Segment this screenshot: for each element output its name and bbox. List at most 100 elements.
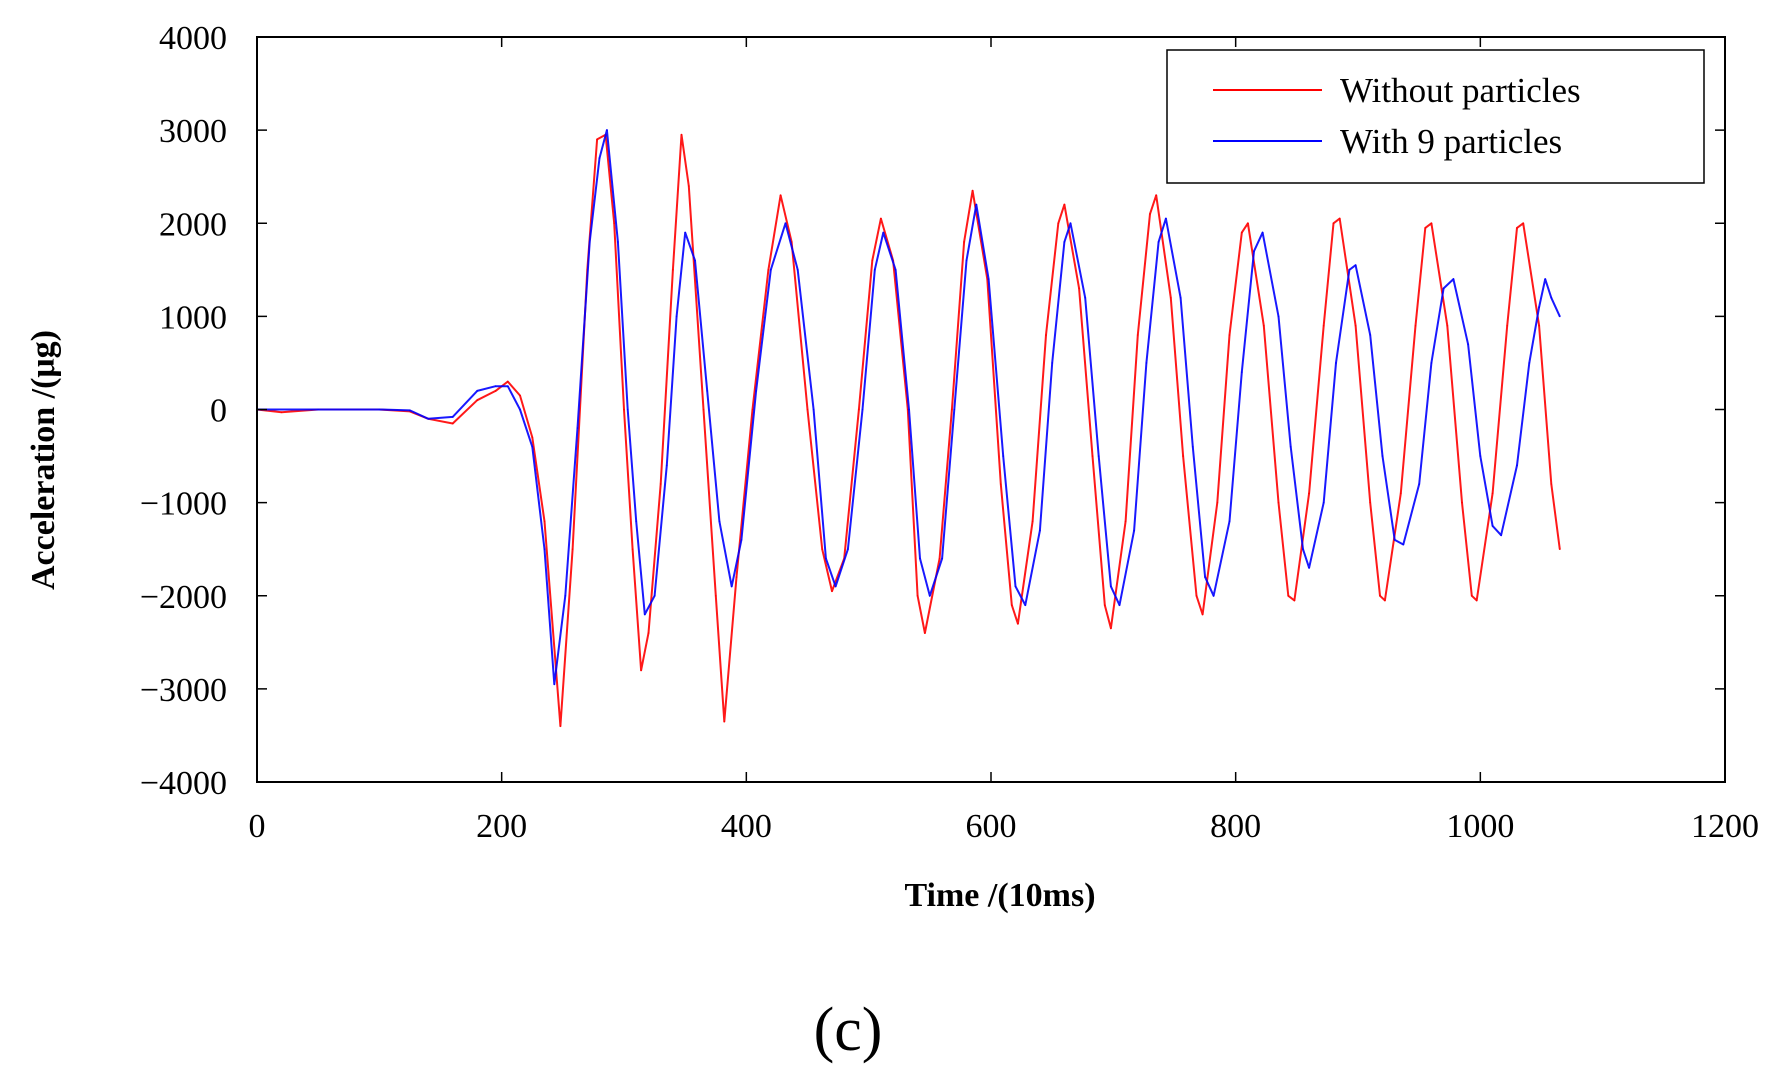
data-point [1057,222,1060,225]
data-point [1287,595,1290,597]
data-point [1491,492,1494,495]
data-point [963,241,965,243]
data-point [1522,222,1524,225]
x-tick-label: 800 [1210,808,1261,845]
data-point [715,595,717,597]
data-point [1379,595,1381,597]
data-point [1124,520,1127,523]
data-point [1516,227,1518,229]
data-point [519,394,521,397]
series-line [257,129,1561,686]
data-point [672,269,674,271]
data-point [543,548,546,550]
data-point [770,269,772,271]
data-point [588,241,591,243]
data-point [1442,287,1445,290]
data-point [1091,455,1094,457]
x-tick-label: 200 [476,808,527,845]
data-point [1479,455,1482,457]
data-point [1145,362,1148,364]
data-point [1261,231,1264,234]
data-point [1446,324,1449,327]
data-point [1017,622,1019,625]
data-point [596,138,598,141]
data-point [1418,483,1420,485]
data-point [735,576,738,578]
data-point [564,595,567,597]
y-axis-title: Acceleration /(μg) [25,330,62,590]
data-point [1538,306,1540,308]
data-point [684,231,686,234]
data-point [718,520,721,523]
data-point [916,595,919,597]
data-point [1467,343,1469,346]
data-point [680,134,683,136]
data-point [666,464,668,467]
data-point [1179,297,1182,299]
series-line [256,133,1561,728]
data-point [871,259,874,262]
data-point [598,157,601,159]
data-point [941,557,943,560]
panel-label: (c) [814,996,883,1064]
data-point [559,725,562,727]
data-point [1002,455,1004,457]
data-point [1195,595,1198,597]
data-point [1241,231,1243,234]
data-point [1369,501,1371,504]
data-point [1031,520,1034,523]
data-point [531,446,534,448]
data-point [880,217,882,220]
data-point [812,408,815,411]
data-point [1014,585,1017,588]
y-tick-label: 0 [210,393,227,430]
y-tick-label: −1000 [140,486,227,523]
data-point [987,278,990,280]
data-point [635,520,637,523]
data-point [1277,501,1280,504]
y-tick-label: 4000 [159,20,227,57]
data-point [861,408,864,411]
x-tick-label: 1200 [1691,808,1759,845]
data-point [613,222,615,225]
data-point [1506,324,1508,327]
data-point [929,595,931,597]
data-point [834,585,837,588]
y-tick-label: −3000 [140,672,227,709]
legend-box [1166,49,1705,184]
data-point [1212,595,1215,597]
data-point [617,241,619,243]
data-point [476,399,479,402]
data-point [1039,529,1041,532]
data-point [740,539,743,541]
data-point [1228,520,1231,523]
data-point [1354,324,1357,327]
data-point [1452,278,1455,280]
data-point [1277,315,1280,318]
data-point [1400,492,1402,495]
data-point [1137,334,1139,336]
data-point [1538,324,1540,327]
y-tick-label: 3000 [159,113,227,150]
series-without-particles [256,133,1561,728]
data-point [688,185,690,187]
data-point [894,269,897,271]
data-point [1192,446,1194,448]
data-point [1110,585,1112,588]
legend-label-without-particles: Without particles [1340,71,1581,110]
data-point [378,408,381,411]
series-layer [256,129,1561,728]
data-point [576,427,579,429]
data-point [1302,548,1304,550]
data-point [1550,297,1553,299]
data-point [1118,604,1121,606]
data-point [1500,534,1502,536]
data-point [519,408,521,411]
data-point [1216,501,1219,504]
data-point [971,189,974,192]
data-point [409,409,411,412]
data-point [631,548,634,550]
data-point [1491,525,1494,527]
data-point [1011,604,1013,606]
